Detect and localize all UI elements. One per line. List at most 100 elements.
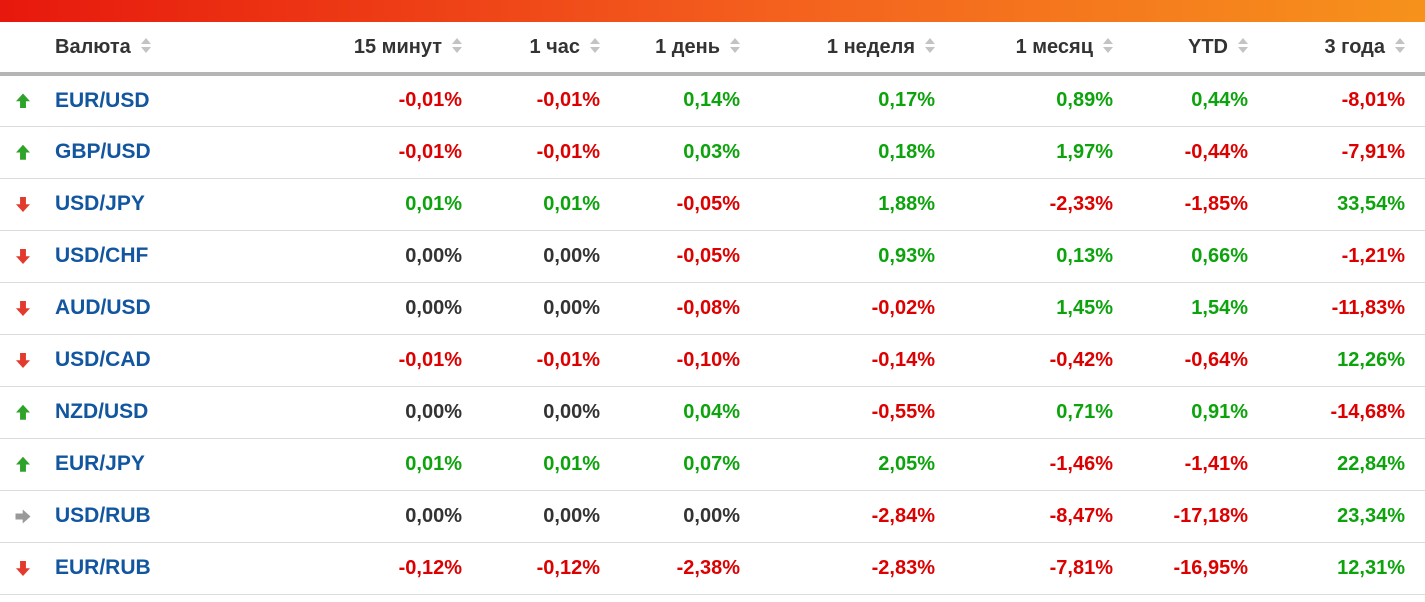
pair-link[interactable]: EUR/JPY bbox=[55, 452, 145, 475]
down-arrow-icon bbox=[16, 353, 30, 368]
value-cell: -0,01% bbox=[462, 126, 600, 179]
value-cell: 0,00% bbox=[240, 230, 462, 283]
value-cell: -2,84% bbox=[740, 490, 935, 543]
sort-icon[interactable] bbox=[1395, 38, 1405, 54]
value-cell: 0,07% bbox=[600, 438, 740, 491]
value-cell: 0,00% bbox=[240, 282, 462, 335]
pair-link[interactable]: USD/JPY bbox=[55, 192, 145, 215]
pair-link[interactable]: GBP/USD bbox=[55, 140, 151, 163]
pair-cell: EUR/RUB bbox=[50, 542, 240, 595]
pair-link[interactable]: USD/CAD bbox=[55, 348, 151, 371]
table-row: EUR/USD -0,01% -0,01% 0,14% 0,17% 0,89% 0,44% -… bbox=[0, 74, 1425, 127]
pair-cell: GBP/USD bbox=[50, 126, 240, 179]
sort-icon[interactable] bbox=[452, 38, 462, 54]
pair-cell: USD/RUB bbox=[50, 490, 240, 543]
column-header-1hour[interactable]: 1 час bbox=[462, 22, 600, 76]
up-arrow-icon bbox=[16, 404, 30, 420]
column-header-label: 15 минут bbox=[353, 35, 442, 58]
value-cell: 0,14% bbox=[600, 74, 740, 127]
value-cell: 0,44% bbox=[1113, 74, 1248, 127]
value-cell: 0,04% bbox=[600, 386, 740, 439]
value-cell: -11,83% bbox=[1248, 282, 1425, 335]
table-header: Валюта 15 минут 1 час 1 день 1 неделя 1 … bbox=[0, 22, 1425, 76]
direction-cell bbox=[0, 282, 50, 335]
value-cell: 0,00% bbox=[462, 490, 600, 543]
value-cell: -0,01% bbox=[462, 334, 600, 387]
column-header-1week[interactable]: 1 неделя bbox=[740, 22, 935, 76]
column-header-15min[interactable]: 15 минут bbox=[240, 22, 462, 76]
table-row: USD/RUB 0,00% 0,00% 0,00% -2,84% -8,47% -17,18… bbox=[0, 490, 1425, 543]
value-cell: -1,21% bbox=[1248, 230, 1425, 283]
column-header-ytd[interactable]: YTD bbox=[1113, 22, 1248, 76]
value-cell: -0,44% bbox=[1113, 126, 1248, 179]
sort-icon[interactable] bbox=[730, 38, 740, 54]
pair-cell: USD/JPY bbox=[50, 178, 240, 231]
pair-link[interactable]: NZD/USD bbox=[55, 400, 149, 423]
pair-link[interactable]: AUD/USD bbox=[55, 296, 151, 319]
value-cell: 12,31% bbox=[1248, 542, 1425, 595]
pair-cell: EUR/USD bbox=[50, 74, 240, 127]
direction-cell bbox=[0, 74, 50, 127]
column-header-label: Валюта bbox=[55, 35, 131, 58]
sort-icon[interactable] bbox=[1103, 38, 1113, 54]
sort-icon[interactable] bbox=[1238, 38, 1248, 54]
pair-link[interactable]: USD/CHF bbox=[55, 244, 149, 267]
value-cell: -1,46% bbox=[935, 438, 1113, 491]
value-cell: -0,55% bbox=[740, 386, 935, 439]
value-cell: -2,38% bbox=[600, 542, 740, 595]
value-cell: -2,83% bbox=[740, 542, 935, 595]
column-header-1day[interactable]: 1 день bbox=[600, 22, 740, 76]
column-header-3years[interactable]: 3 года bbox=[1248, 22, 1425, 76]
down-arrow-icon bbox=[16, 301, 30, 316]
table-row: GBP/USD -0,01% -0,01% 0,03% 0,18% 1,97% -0,44%… bbox=[0, 126, 1425, 179]
column-header-label: 3 года bbox=[1324, 35, 1385, 58]
direction-cell bbox=[0, 386, 50, 439]
value-cell: 2,05% bbox=[740, 438, 935, 491]
direction-cell bbox=[0, 178, 50, 231]
table-row: USD/JPY 0,01% 0,01% -0,05% 1,88% -2,33% -1,85%… bbox=[0, 178, 1425, 231]
pair-link[interactable]: EUR/USD bbox=[55, 88, 150, 112]
sort-icon[interactable] bbox=[590, 38, 600, 54]
value-cell: -1,41% bbox=[1113, 438, 1248, 491]
down-arrow-icon bbox=[16, 197, 30, 212]
header-icon-spacer bbox=[0, 22, 50, 76]
column-header-label: 1 неделя bbox=[826, 35, 915, 58]
pair-cell: NZD/USD bbox=[50, 386, 240, 439]
value-cell: 1,88% bbox=[740, 178, 935, 231]
value-cell: -2,33% bbox=[935, 178, 1113, 231]
value-cell: 0,18% bbox=[740, 126, 935, 179]
pair-link[interactable]: USD/RUB bbox=[55, 504, 151, 527]
value-cell: 0,93% bbox=[740, 230, 935, 283]
value-cell: 0,00% bbox=[600, 490, 740, 543]
value-cell: -0,14% bbox=[740, 334, 935, 387]
value-cell: 0,01% bbox=[240, 438, 462, 491]
pair-link[interactable]: EUR/RUB bbox=[55, 556, 151, 579]
value-cell: 0,13% bbox=[935, 230, 1113, 283]
value-cell: 0,91% bbox=[1113, 386, 1248, 439]
value-cell: 0,01% bbox=[462, 178, 600, 231]
direction-cell bbox=[0, 490, 50, 543]
value-cell: -8,01% bbox=[1248, 74, 1425, 127]
column-header-label: 1 месяц bbox=[1015, 35, 1093, 58]
column-header-label: 1 день bbox=[655, 35, 720, 58]
column-header-1month[interactable]: 1 месяц bbox=[935, 22, 1113, 76]
sort-icon[interactable] bbox=[140, 38, 151, 54]
table-row: AUD/USD 0,00% 0,00% -0,08% -0,02% 1,45% 1,54% -… bbox=[0, 282, 1425, 335]
sort-icon[interactable] bbox=[925, 38, 935, 54]
value-cell: 0,00% bbox=[240, 490, 462, 543]
value-cell: 0,71% bbox=[935, 386, 1113, 439]
value-cell: 1,54% bbox=[1113, 282, 1248, 335]
value-cell: -0,01% bbox=[240, 126, 462, 179]
value-cell: 1,97% bbox=[935, 126, 1113, 179]
up-arrow-icon bbox=[16, 456, 30, 472]
value-cell: 0,00% bbox=[462, 282, 600, 335]
down-arrow-icon bbox=[16, 249, 30, 264]
direction-cell bbox=[0, 230, 50, 283]
pair-cell: USD/CAD bbox=[50, 334, 240, 387]
column-header-label: 1 час bbox=[529, 35, 580, 58]
pair-cell: EUR/JPY bbox=[50, 438, 240, 491]
value-cell: 0,17% bbox=[740, 74, 935, 127]
column-header-currency[interactable]: Валюта bbox=[50, 22, 240, 76]
table-row: EUR/JPY 0,01% 0,01% 0,07% 2,05% -1,46% -1,41% 2… bbox=[0, 438, 1425, 491]
direction-cell bbox=[0, 438, 50, 491]
